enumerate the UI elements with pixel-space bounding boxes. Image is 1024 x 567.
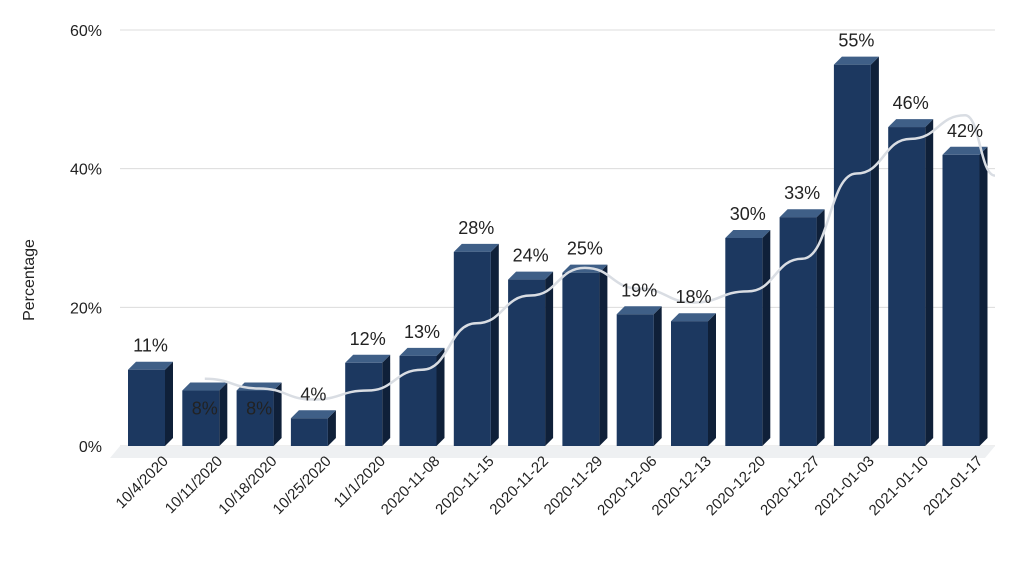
chart-floor <box>110 446 995 458</box>
bar-top <box>725 230 771 238</box>
y-tick-label: 40% <box>70 162 102 179</box>
bar <box>725 230 771 446</box>
data-label: 24% <box>513 246 549 266</box>
bar <box>671 313 716 446</box>
data-label: 46% <box>893 93 929 113</box>
bar-top <box>942 146 988 155</box>
bar <box>453 243 499 446</box>
data-label: 11% <box>133 336 168 356</box>
data-label: 8% <box>192 399 218 419</box>
bar-front <box>290 418 328 446</box>
bar-top <box>453 243 499 252</box>
bar <box>128 361 173 446</box>
bar-front <box>128 369 165 446</box>
y-tick-label: 60% <box>70 23 102 40</box>
data-label: 33% <box>784 183 820 203</box>
data-label: 30% <box>730 204 766 224</box>
bar-side <box>816 209 825 446</box>
bar-top <box>290 410 336 419</box>
y-axis-title: Percentage <box>21 239 38 321</box>
data-label: 19% <box>621 280 657 300</box>
bar-top <box>345 354 391 363</box>
bar <box>182 382 228 446</box>
data-label: 13% <box>404 322 440 342</box>
bar-side <box>165 361 173 446</box>
bar-side <box>870 56 879 447</box>
bar-front <box>345 362 383 446</box>
bar-top <box>399 347 445 356</box>
trend-line <box>204 114 996 401</box>
bar-front <box>562 272 600 446</box>
bar-side <box>599 264 608 446</box>
bar-front <box>453 251 491 446</box>
bar-top <box>616 306 662 315</box>
bar-front <box>779 217 817 446</box>
x-tick-label: 10/25/2020 <box>270 453 335 518</box>
bar-side <box>219 382 228 446</box>
bar-front <box>833 64 871 447</box>
bar-top <box>833 56 879 65</box>
trend-line-group <box>204 114 996 401</box>
x-axis-ticks: 10/4/202010/11/202010/18/202010/25/20201… <box>113 453 987 519</box>
chart-floor-band <box>110 446 995 458</box>
bar-top <box>128 361 173 370</box>
bar <box>888 119 934 447</box>
bar <box>508 271 554 446</box>
bar-front <box>671 321 708 446</box>
x-tick-label: 2021-01-17 <box>920 453 986 519</box>
bar-top <box>888 119 934 128</box>
bar-side <box>925 119 934 447</box>
bar-side <box>436 347 445 446</box>
bar-front <box>182 390 220 446</box>
bar <box>562 264 608 446</box>
data-label: 55% <box>838 31 874 51</box>
bar-front <box>888 127 926 447</box>
data-label: 8% <box>246 399 272 419</box>
bar-side <box>708 313 716 446</box>
bar-front <box>942 154 980 447</box>
bar <box>345 354 391 446</box>
bar-top <box>779 209 825 218</box>
bar-top <box>182 382 228 391</box>
y-axis-ticks: 0% 20% 40% 60% <box>70 23 102 456</box>
bar-side <box>979 146 988 447</box>
data-label: 4% <box>300 384 326 404</box>
bars <box>128 56 988 447</box>
data-label: 25% <box>567 239 603 259</box>
bar-front <box>508 279 546 446</box>
bar <box>290 410 336 446</box>
bar-front <box>725 238 763 446</box>
bar <box>616 306 662 446</box>
data-label: 28% <box>458 218 494 238</box>
bar-side <box>273 382 282 446</box>
bar-side <box>490 243 499 446</box>
data-label: 42% <box>947 121 983 141</box>
bar <box>833 56 879 447</box>
bar-top <box>508 271 554 280</box>
y-tick-label: 0% <box>79 439 102 456</box>
y-tick-label: 20% <box>70 300 102 317</box>
data-label: 18% <box>675 287 711 307</box>
data-labels: 11% 8% 8% 4% 12% 13% 28% 24% 25% 19% 18% 30% 33% 55% 4… <box>133 31 983 419</box>
bar <box>779 209 825 446</box>
bar-side <box>653 306 662 446</box>
bar <box>942 146 988 447</box>
bar <box>399 347 445 446</box>
bar-front <box>616 314 654 446</box>
bar-side <box>382 354 391 446</box>
data-label: 12% <box>350 329 386 349</box>
bar-front <box>236 390 274 446</box>
bar-top <box>671 313 716 322</box>
bar-side <box>762 230 771 446</box>
bar-side <box>545 271 554 446</box>
bar-side <box>327 410 336 446</box>
